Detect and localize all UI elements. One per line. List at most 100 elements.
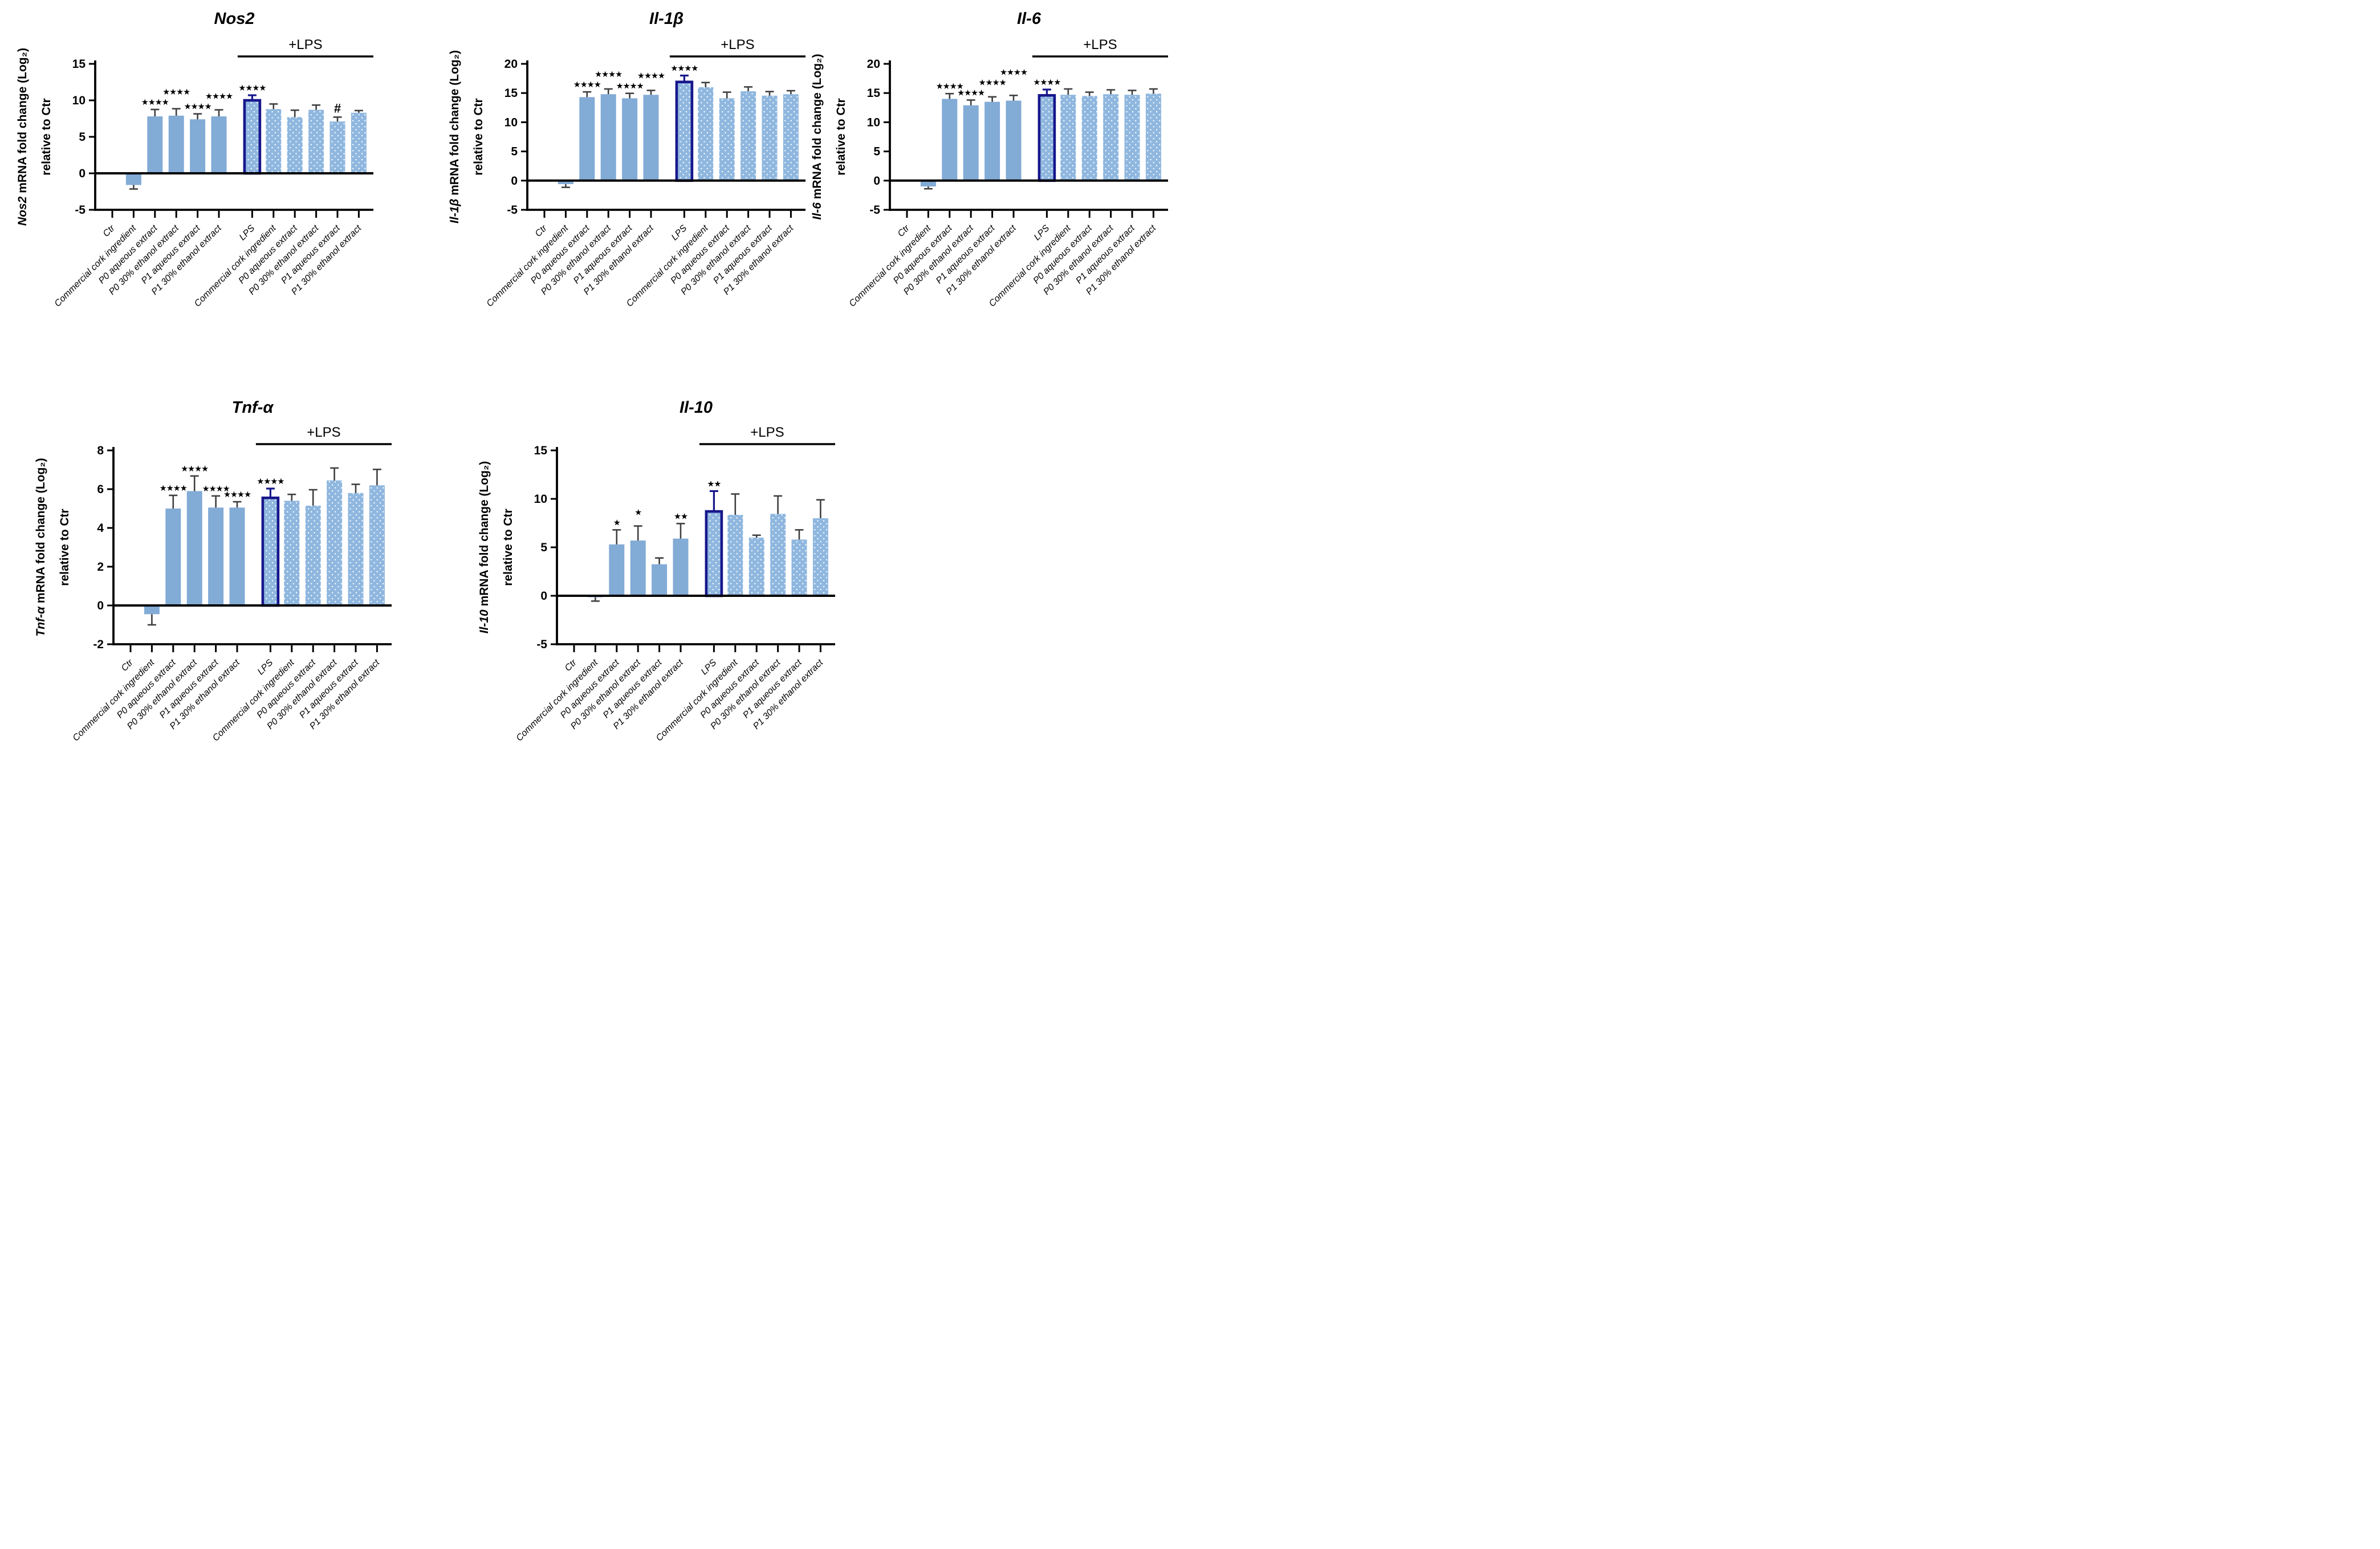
error-bar: [625, 92, 634, 99]
error-bar: [312, 104, 321, 110]
error-bar: [193, 113, 202, 120]
bar: [329, 121, 345, 173]
x-tick-label: LPS: [238, 223, 257, 243]
error-bar: [290, 109, 299, 117]
error-bar: [147, 614, 156, 626]
bar: [609, 544, 625, 596]
chart-title: Il-6: [1017, 10, 1041, 28]
y-tick-label: 0: [79, 167, 86, 180]
y-tick-label: 4: [97, 522, 104, 535]
significance-annotation: ★★★★: [205, 92, 233, 101]
chart-title: Tnf-α: [232, 399, 274, 417]
y-axis-label-line2: relative to Ctr: [58, 509, 71, 586]
y-tick-label: 8: [97, 444, 104, 457]
y-tick-label: 0: [540, 589, 547, 603]
error-bar: [816, 499, 825, 518]
bar: [284, 501, 300, 605]
chart-tnfa: ★★★★ ★★★★ ★★★★ ★★★★ ★★★★ -2 0 2 4 6 8 Ctr Commercial…: [19, 393, 413, 775]
y-tick-label: 0: [97, 599, 104, 612]
y-tick-label: 5: [511, 145, 518, 158]
error-bar: [774, 495, 783, 514]
significance-annotation: ★★★★: [238, 84, 266, 93]
significance-annotation: ★★★★: [670, 64, 698, 73]
bar-lps: [1038, 93, 1056, 182]
error-bar: [330, 467, 339, 481]
significance-annotation: ★★★★: [223, 490, 251, 499]
bar: [1124, 95, 1140, 181]
significance-annotation: ★★: [707, 479, 721, 489]
lps-group-label: +LPS: [750, 425, 784, 440]
significance-annotation: ★★★★: [957, 88, 985, 97]
bar: [1081, 96, 1097, 181]
y-tick-label: 5: [873, 145, 880, 158]
error-bar: [1085, 91, 1094, 96]
bars: [558, 80, 799, 184]
bar: [168, 115, 184, 173]
error-bar: [988, 96, 997, 102]
bar: [622, 98, 638, 181]
y-tick-label: 5: [79, 131, 86, 144]
y-axis-label-line1: Nos2 mRNA fold change (Log₂): [16, 48, 29, 226]
x-tick-label: Ctr: [120, 657, 136, 673]
error-bar: [169, 494, 178, 509]
y-tick-label: 2: [97, 560, 104, 574]
error-bar: [1149, 88, 1158, 94]
y-axis-label-line2: relative to Ctr: [472, 98, 485, 175]
error-bar: [795, 529, 804, 540]
x-tick-label: LPS: [1032, 223, 1052, 243]
significance-annotation: ★★★★: [595, 70, 623, 79]
error-bar: [233, 501, 242, 508]
error-bar: [1009, 94, 1018, 101]
y-tick-label: 0: [511, 174, 518, 188]
bar-lps: [261, 497, 280, 607]
error-bar: [247, 94, 257, 100]
bar: [963, 105, 979, 181]
bar: [327, 480, 343, 605]
bar: [308, 109, 324, 173]
x-tick-label: Ctr: [896, 223, 912, 239]
chart-il6: ★★★★ ★★★★ ★★★★ ★★★★ ★★★★ -5 0 5 10 15 20 Ctr Commerc…: [796, 2, 1189, 384]
error-bar: [372, 469, 381, 486]
bar: [305, 505, 321, 605]
bar: [558, 180, 573, 184]
bar: [186, 491, 202, 605]
bar: [783, 94, 799, 181]
bar: [1006, 100, 1022, 181]
bar: [190, 119, 206, 173]
error-bar: [722, 91, 731, 99]
x-tick-label: Commercial cork ingredient: [53, 223, 139, 308]
error-bar: [923, 186, 933, 190]
significance-annotation: ★★★★: [637, 72, 665, 81]
bar: [229, 507, 245, 605]
x-tick-label: Commercial cork ingredient: [848, 223, 933, 308]
error-bar: [633, 525, 642, 541]
significance-annotation: ★★★★: [184, 103, 212, 112]
y-axis-label-line2: relative to Ctr: [502, 509, 515, 586]
error-bar: [701, 82, 710, 87]
y-axis-label-line2: relative to Ctr: [40, 98, 53, 175]
y-tick-label: -5: [536, 638, 547, 651]
bar: [125, 173, 141, 185]
y-tick-label: 6: [97, 483, 104, 496]
bar: [920, 180, 936, 187]
bar: [673, 538, 689, 596]
y-axis-label-line1: Il-1β mRNA fold change (Log₂): [448, 50, 461, 223]
chart-title: Il-10: [680, 399, 713, 417]
y-tick-label: 15: [534, 444, 548, 457]
chart-canvas: ★★★★★★★★★★★★★★★★★★★★-505101520CtrCommerc…: [811, 10, 1168, 309]
y-tick-label: 10: [505, 116, 518, 129]
chart-canvas: ★★★★★★★★★★★★★★★★★★★★-202468CtrCommercial…: [34, 399, 392, 743]
error-bar: [786, 90, 795, 95]
error-bar: [351, 483, 360, 493]
error-bar: [269, 103, 278, 109]
bars: [144, 480, 385, 615]
bar: [984, 101, 1000, 181]
significance-annotation: ★★★★: [616, 82, 644, 91]
chart-nos2: ★★★★ ★★★★ ★★★★ ★★★★ ★★★★ # -5 0 5 10 15 Ctr Commerci…: [1, 2, 394, 384]
lps-group-label: +LPS: [721, 37, 754, 52]
significance-annotation: ★: [634, 508, 642, 517]
y-tick-label: 10: [72, 94, 86, 107]
bar: [351, 112, 367, 173]
lps-group-label: +LPS: [1083, 37, 1117, 52]
